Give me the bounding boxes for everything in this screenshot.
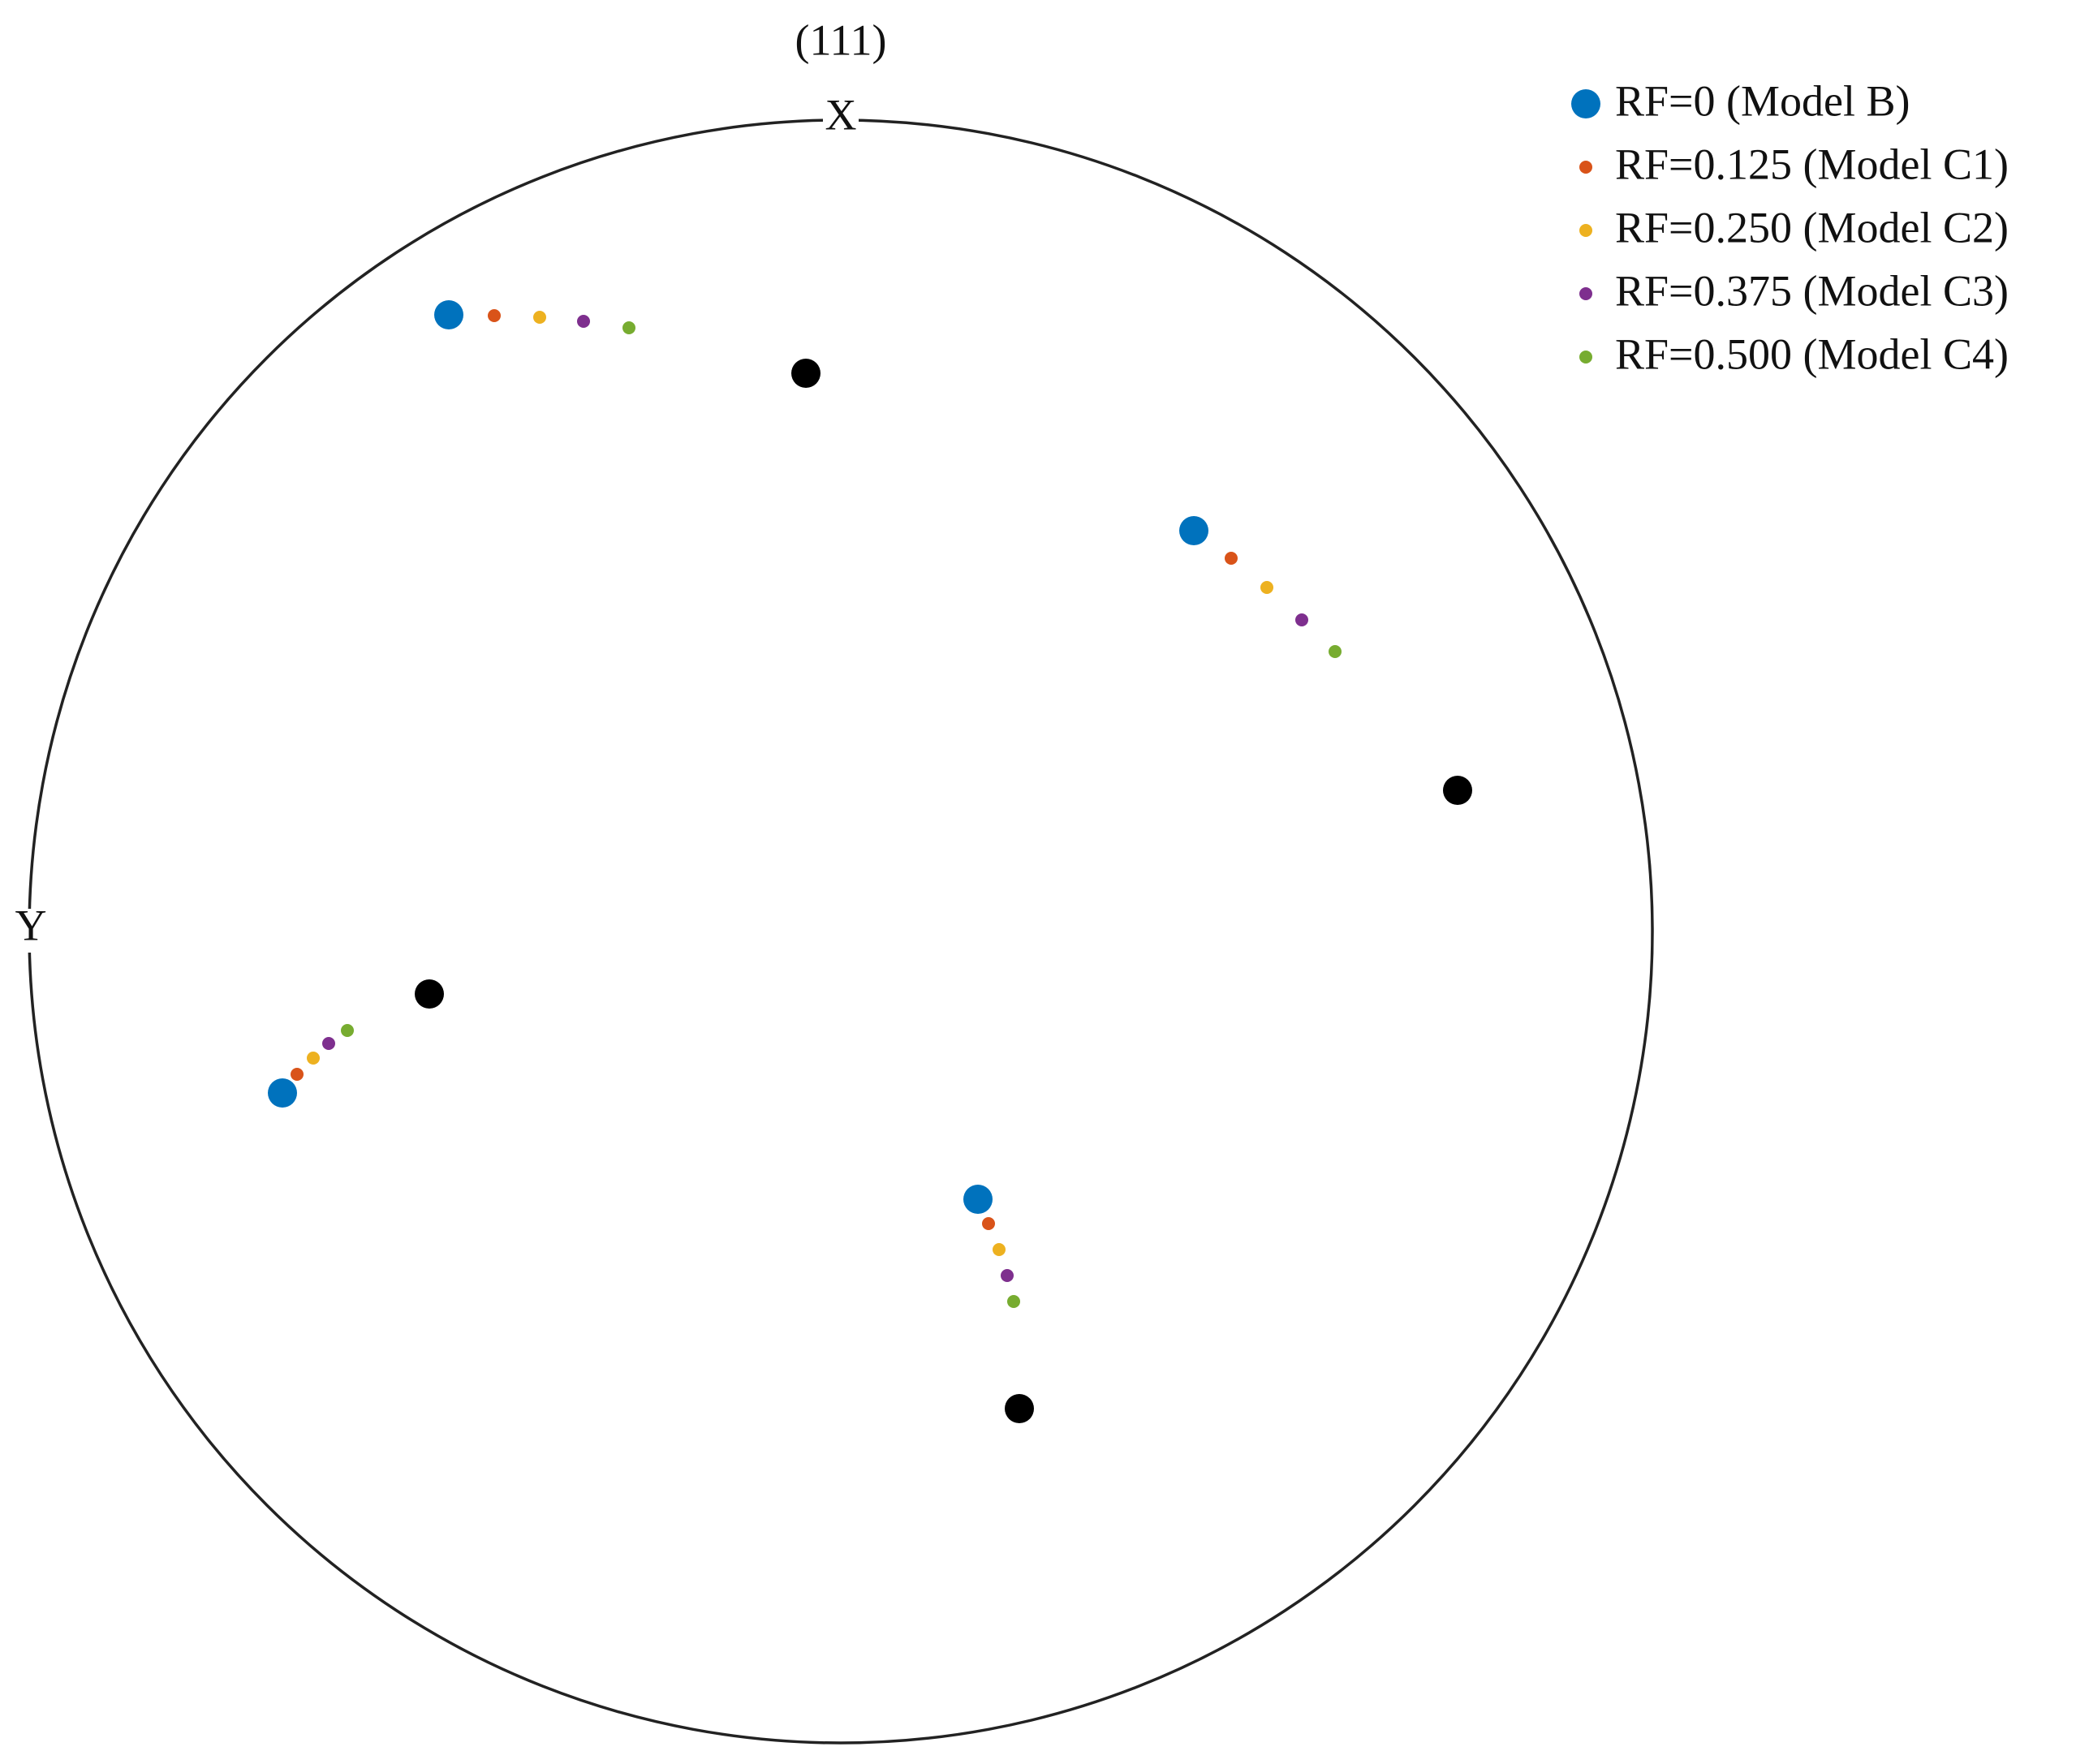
data-point [533, 311, 546, 324]
chart-title: (111) [795, 15, 887, 64]
data-point [577, 315, 590, 328]
data-point [791, 359, 821, 388]
data-point [307, 1052, 320, 1065]
data-point [488, 309, 501, 322]
data-point [1225, 552, 1238, 565]
data-point [622, 321, 635, 334]
data-point [963, 1185, 993, 1214]
data-point [1001, 1269, 1014, 1282]
label-bg [823, 97, 859, 138]
legend-label: RF=0 (Model B) [1615, 76, 1910, 125]
legend-marker [1579, 161, 1592, 174]
data-point [322, 1037, 335, 1050]
data-point [291, 1068, 304, 1081]
data-point [1260, 581, 1273, 594]
data-point [1295, 613, 1308, 626]
x-axis-label: X [825, 90, 857, 139]
legend-label: RF=0.250 (Model C2) [1615, 203, 2009, 252]
label-bg [15, 909, 47, 953]
data-point [1179, 516, 1208, 545]
legend-marker [1579, 287, 1592, 300]
data-point [1443, 776, 1472, 805]
legend-marker [1571, 89, 1600, 118]
legend-label: RF=0.375 (Model C3) [1615, 266, 2009, 315]
data-point [434, 300, 463, 329]
y-axis-label: Y [15, 901, 47, 949]
data-point [268, 1078, 297, 1108]
data-point [415, 979, 444, 1009]
legend-label: RF=0.125 (Model C1) [1615, 140, 2009, 188]
legend-marker [1579, 224, 1592, 237]
data-point [982, 1217, 995, 1230]
data-point [341, 1024, 354, 1037]
data-point [1329, 645, 1342, 658]
legend-label: RF=0.500 (Model C4) [1615, 329, 2009, 378]
legend-marker [1579, 351, 1592, 364]
data-point [1007, 1295, 1020, 1308]
data-point [1005, 1394, 1034, 1423]
data-point [993, 1243, 1006, 1256]
